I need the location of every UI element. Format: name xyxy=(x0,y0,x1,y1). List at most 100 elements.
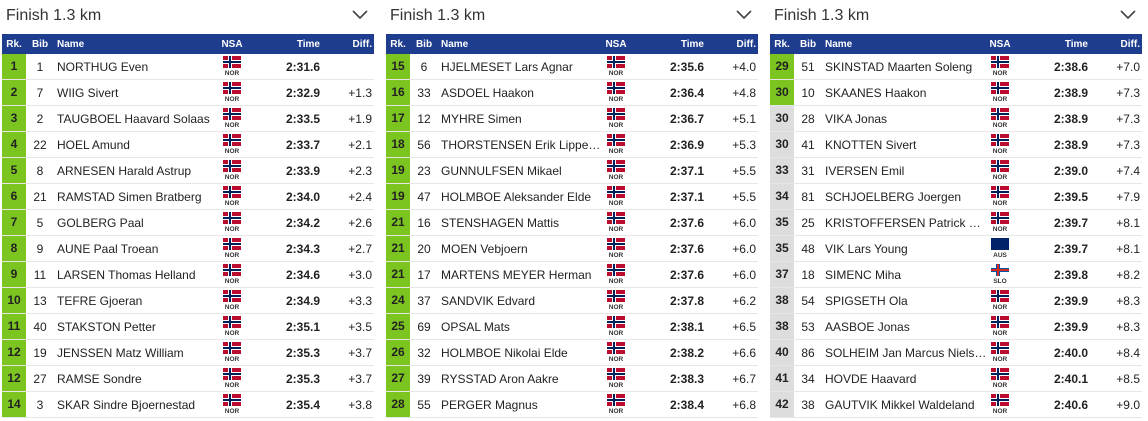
collapse-toggle[interactable] xyxy=(1120,10,1136,20)
nsa-code: NOR xyxy=(992,148,1008,155)
result-row: 10 13 TEFRE Gjoeran NOR 2:34.9 +3.3 xyxy=(2,288,374,314)
bib: 32 xyxy=(417,346,431,360)
athlete-name: HJELMESET Lars Agnar xyxy=(441,60,573,74)
athlete-name: AASBOE Jonas xyxy=(825,320,910,334)
flag xyxy=(991,290,1009,302)
time: 2:35.4 xyxy=(285,398,320,412)
flag xyxy=(991,108,1009,120)
result-row: 35 48 VIK Lars Young AUS 2:39.7 +8.1 xyxy=(770,236,1142,262)
time: 2:35.3 xyxy=(285,346,320,360)
nsa-code: NOR xyxy=(992,96,1008,103)
time: 2:39.8 xyxy=(1053,268,1088,282)
flag xyxy=(991,368,1009,380)
time: 2:35.6 xyxy=(669,60,704,74)
rank: 17 xyxy=(386,106,410,131)
bib: 40 xyxy=(33,320,47,334)
result-row: 41 34 HOVDE Haavard NOR 2:40.1 +8.5 xyxy=(770,366,1142,392)
column-header: Name xyxy=(57,39,85,50)
time: 2:36.4 xyxy=(669,86,704,100)
diff: +8.3 xyxy=(1116,320,1140,334)
flag xyxy=(223,264,241,276)
result-row: 12 19 JENSSEN Matz William NOR 2:35.3 +3.7 xyxy=(2,340,374,366)
nsa-code: NOR xyxy=(224,174,240,181)
flag xyxy=(991,212,1009,224)
diff: +5.5 xyxy=(732,190,756,204)
flag xyxy=(223,212,241,224)
time: 2:39.9 xyxy=(1053,320,1088,334)
nsa-code: NOR xyxy=(224,356,240,363)
time: 2:37.6 xyxy=(669,242,704,256)
nsa-code: NOR xyxy=(992,382,1008,389)
bib: 39 xyxy=(417,372,431,386)
result-row: 38 53 AASBOE Jonas NOR 2:39.9 +8.3 xyxy=(770,314,1142,340)
diff: +5.1 xyxy=(732,112,756,126)
flag xyxy=(607,82,625,94)
diff: +3.7 xyxy=(348,372,372,386)
collapse-toggle[interactable] xyxy=(352,10,368,20)
nsa-code: NOR xyxy=(608,122,624,129)
result-row: 16 33 ASDOEL Haakon NOR 2:36.4 +4.8 xyxy=(386,80,758,106)
athlete-name: SKAANES Haakon xyxy=(825,86,927,100)
column-header: NSA xyxy=(605,39,627,50)
column-header: Bib xyxy=(31,39,49,50)
rank: 4 xyxy=(2,132,26,157)
diff: +3.8 xyxy=(348,398,372,412)
result-row: 19 47 HOLMBOE Aleksander Elde NOR 2:37.1 +5.5 xyxy=(386,184,758,210)
diff: +6.5 xyxy=(732,320,756,334)
flag xyxy=(991,316,1009,328)
result-row: 11 40 STAKSTON Petter NOR 2:35.1 +3.5 xyxy=(2,314,374,340)
athlete-name: TAUGBOEL Haavard Solaas xyxy=(57,112,210,126)
diff: +7.3 xyxy=(1116,112,1140,126)
athlete-name: KRISTOFFERSEN Patrick … xyxy=(825,216,981,230)
result-row: 30 28 VIKA Jonas NOR 2:38.9 +7.3 xyxy=(770,106,1142,132)
rank: 28 xyxy=(386,392,410,417)
panel-title: Finish 1.3 km xyxy=(6,7,102,24)
flag xyxy=(223,160,241,172)
diff: +6.0 xyxy=(732,216,756,230)
flag xyxy=(607,134,625,146)
bib: 7 xyxy=(36,86,44,100)
diff: +9.0 xyxy=(1116,398,1140,412)
athlete-name: LARSEN Thomas Helland xyxy=(57,268,196,282)
column-header: Name xyxy=(441,39,469,50)
bib: 81 xyxy=(801,190,815,204)
results-panel: Finish 1.3 km Rk. Bib Name NSA Time Diff. 15 6 HJ… xyxy=(386,0,758,421)
result-row: 2 7 WIIG Sivert NOR 2:32.9 +1.3 xyxy=(2,80,374,106)
bib: 3 xyxy=(36,398,44,412)
time: 2:37.6 xyxy=(669,268,704,282)
rank: 7 xyxy=(2,210,26,235)
rank: 3 xyxy=(2,106,26,131)
result-row: 34 81 SCHJOELBERG Joergen NOR 2:39.5 +7.9 xyxy=(770,184,1142,210)
nsa-code: NOR xyxy=(608,278,624,285)
time: 2:35.1 xyxy=(285,320,320,334)
time: 2:34.0 xyxy=(285,190,320,204)
time: 2:37.1 xyxy=(669,190,704,204)
results-panel: Finish 1.3 km Rk. Bib Name NSA Time Diff. 1 1 NOR… xyxy=(2,0,374,421)
athlete-name: OPSAL Mats xyxy=(441,320,510,334)
nsa-code: NOR xyxy=(992,226,1008,233)
collapse-toggle[interactable] xyxy=(736,10,752,20)
diff: +8.2 xyxy=(1116,268,1140,282)
flag xyxy=(223,56,241,68)
result-row: 3 2 TAUGBOEL Haavard Solaas NOR 2:33.5 +1.9 xyxy=(2,106,374,132)
rank: 30 xyxy=(770,106,794,131)
rank: 37 xyxy=(770,262,794,287)
athlete-name: HOLMBOE Aleksander Elde xyxy=(441,190,592,204)
bib: 27 xyxy=(33,372,47,386)
result-row: 35 25 KRISTOFFERSEN Patrick … NOR 2:39.7 +8.1 xyxy=(770,210,1142,236)
diff: +3.5 xyxy=(348,320,372,334)
flag xyxy=(991,394,1009,406)
bib: 28 xyxy=(801,112,815,126)
flag xyxy=(607,186,625,198)
flag xyxy=(991,186,1009,198)
flag xyxy=(607,316,625,328)
nsa-code: NOR xyxy=(608,70,624,77)
diff: +1.3 xyxy=(348,86,372,100)
rank: 9 xyxy=(2,262,26,287)
bib: 9 xyxy=(36,242,44,256)
flag xyxy=(607,160,625,172)
athlete-name: SANDVIK Edvard xyxy=(441,294,536,308)
bib: 13 xyxy=(33,294,47,308)
nsa-code: AUS xyxy=(993,252,1007,259)
athlete-name: THORSTENSEN Erik Lippe… xyxy=(441,138,601,152)
